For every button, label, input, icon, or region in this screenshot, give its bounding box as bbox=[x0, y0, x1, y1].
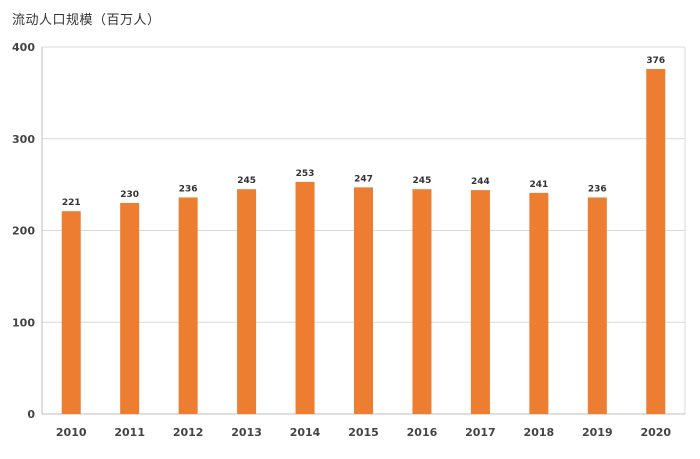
x-tick-label: 2015 bbox=[348, 426, 379, 439]
bar bbox=[178, 197, 198, 414]
data-label: 245 bbox=[237, 176, 256, 186]
data-label: 376 bbox=[646, 56, 665, 66]
data-label: 241 bbox=[529, 180, 548, 190]
x-tick-label: 2016 bbox=[407, 426, 438, 439]
bar bbox=[587, 197, 607, 414]
x-tick-label: 2018 bbox=[524, 426, 555, 439]
bar bbox=[61, 211, 81, 414]
data-label: 230 bbox=[120, 190, 139, 200]
data-label: 244 bbox=[471, 177, 490, 187]
bar bbox=[529, 192, 549, 414]
data-label: 245 bbox=[413, 176, 432, 186]
x-tick-label: 2011 bbox=[114, 426, 145, 439]
bar bbox=[412, 189, 432, 414]
y-tick-label: 200 bbox=[12, 225, 35, 238]
data-label: 253 bbox=[296, 169, 315, 179]
x-tick-label: 2017 bbox=[465, 426, 496, 439]
y-tick-label: 100 bbox=[12, 316, 35, 329]
bar bbox=[354, 187, 373, 414]
x-tick-label: 2013 bbox=[231, 426, 262, 439]
x-tick-label: 2020 bbox=[640, 426, 671, 439]
bar bbox=[120, 202, 140, 414]
x-tick-label: 2014 bbox=[290, 426, 321, 439]
data-label: 221 bbox=[62, 198, 81, 208]
chart-title: 流动人口规模（百万人） bbox=[12, 13, 161, 28]
data-label: 236 bbox=[588, 184, 607, 194]
data-label: 236 bbox=[179, 184, 198, 194]
bar bbox=[295, 181, 315, 414]
y-tick-label: 0 bbox=[27, 408, 35, 421]
bar bbox=[646, 69, 666, 415]
x-tick-label: 2012 bbox=[173, 426, 204, 439]
y-tick-label: 300 bbox=[12, 133, 35, 146]
y-tick-label: 400 bbox=[12, 41, 35, 54]
x-tick-label: 2010 bbox=[56, 426, 87, 439]
data-label: 247 bbox=[354, 174, 373, 184]
x-tick-label: 2019 bbox=[582, 426, 613, 439]
bar bbox=[237, 189, 257, 414]
bar bbox=[470, 190, 490, 414]
